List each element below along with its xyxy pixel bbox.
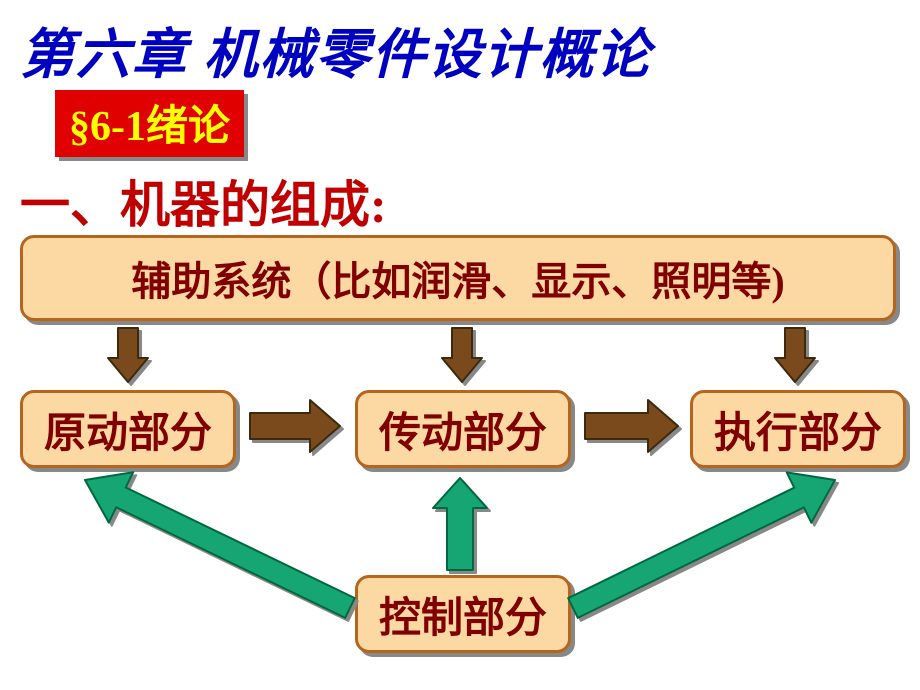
control-part-label: 控制部分 xyxy=(379,584,547,645)
aux-system-label: 辅助系统（比如润滑、显示、照明等) xyxy=(131,249,784,307)
section-badge: §6-1绪论 xyxy=(55,90,244,157)
exec-part-label: 执行部分 xyxy=(714,399,882,460)
control-part-box: 控制部分 xyxy=(355,575,571,653)
slide-container: 第六章 机械零件设计概论 §6-1绪论 一、机器的组成: 辅助系统（比如润滑、显… xyxy=(0,0,920,690)
trans-part-label: 传动部分 xyxy=(379,399,547,460)
chapter-title: 第六章 机械零件设计概论 xyxy=(20,10,652,89)
section-subtitle: 一、机器的组成: xyxy=(20,165,387,237)
exec-part-box: 执行部分 xyxy=(690,390,906,468)
drive-part-box: 原动部分 xyxy=(20,390,236,468)
aux-system-box: 辅助系统（比如润滑、显示、照明等) xyxy=(20,235,896,321)
trans-part-box: 传动部分 xyxy=(355,390,571,468)
drive-part-label: 原动部分 xyxy=(44,399,212,460)
